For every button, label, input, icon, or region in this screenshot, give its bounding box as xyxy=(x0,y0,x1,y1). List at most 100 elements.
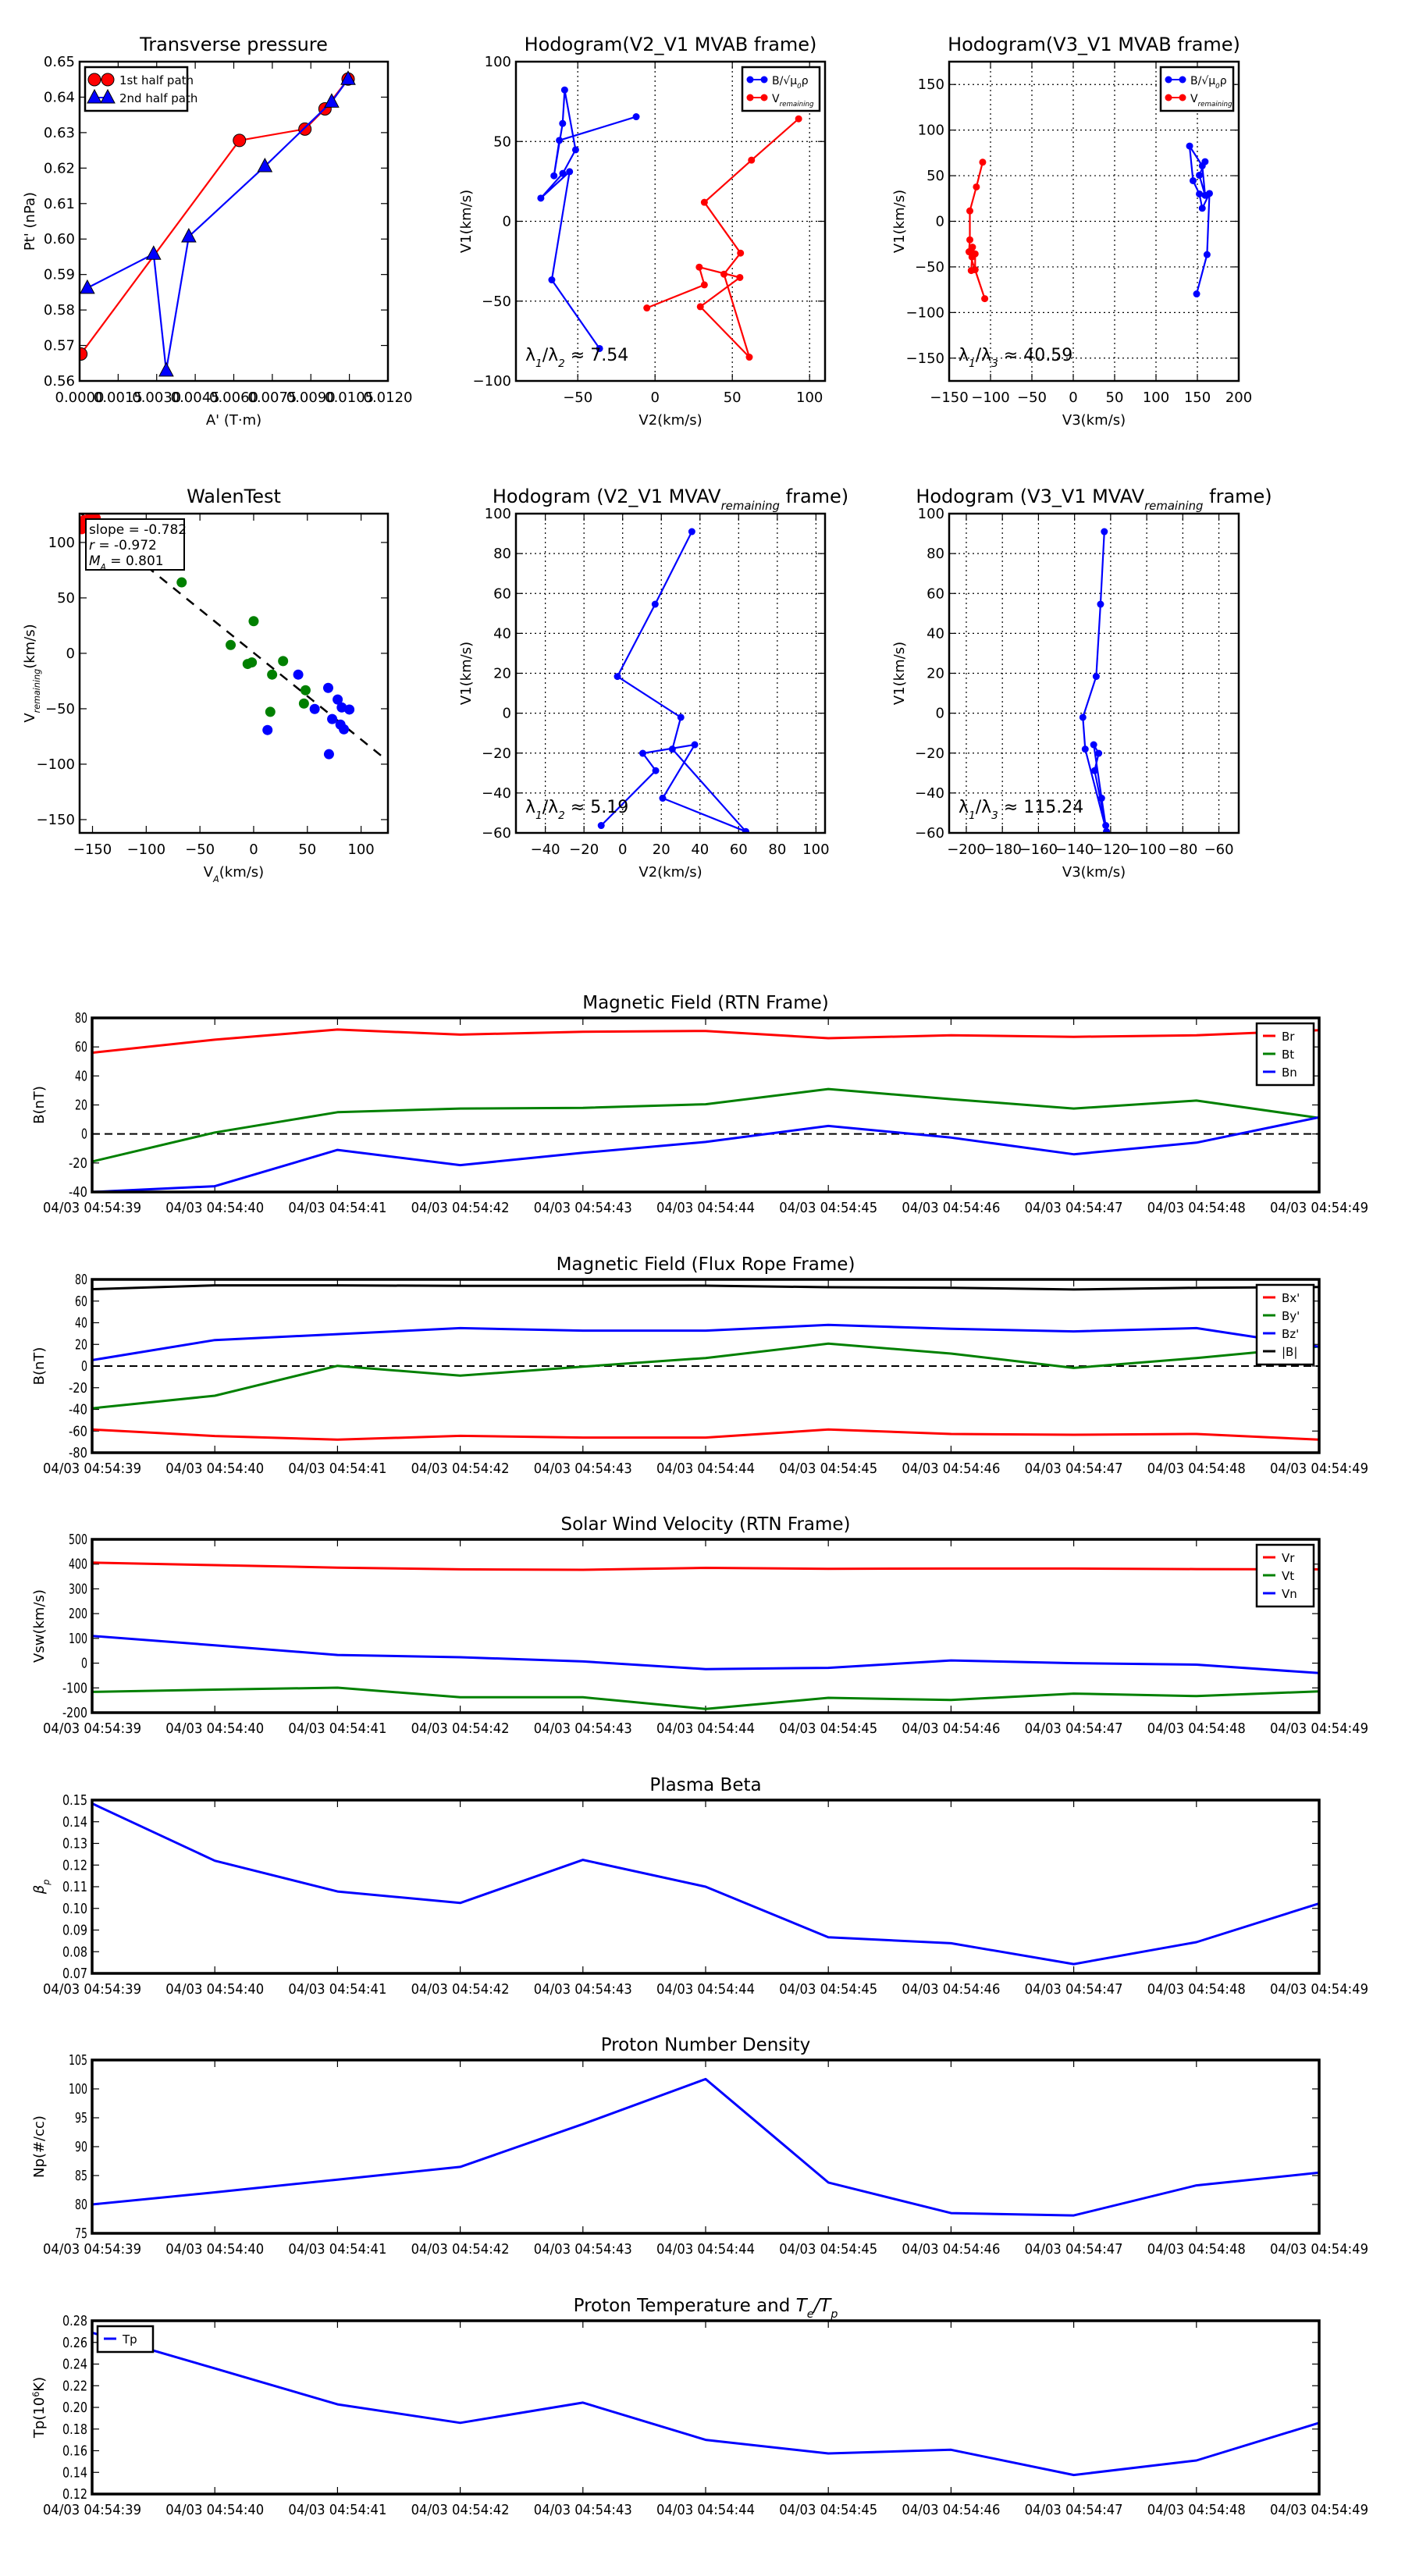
chart-panel: 04/03 04:54:39 04/03 04:54:40 04/03 04:54:… xyxy=(31,2035,1368,2258)
series-line-1 xyxy=(92,1342,1319,1410)
data-point xyxy=(1090,767,1098,774)
chart-title: WalenTest xyxy=(187,486,281,507)
plot-area xyxy=(597,528,749,833)
data-point xyxy=(969,244,976,251)
eigenvalue-ratio-label: λ1/λ3 ≈ 115.24 xyxy=(959,798,1083,822)
text-segment: 0 xyxy=(797,83,802,91)
x-tick-label: 20 xyxy=(653,841,670,858)
text-segment: A xyxy=(100,563,106,572)
x-tick-label: −100 xyxy=(1127,841,1165,858)
legend-label: Tp xyxy=(122,2332,137,2347)
data-point xyxy=(596,344,603,352)
data-point xyxy=(1198,162,1206,169)
series-line-0 xyxy=(92,1802,1319,1966)
text-segment: T xyxy=(796,2296,809,2316)
x-tick-label: 50 xyxy=(1106,390,1124,406)
data-point xyxy=(537,194,545,202)
y-tick-label: 0.16 xyxy=(62,2443,87,2460)
data-point xyxy=(293,669,304,680)
y-tick-label: 0.57 xyxy=(44,338,75,354)
legend: B/√μ0ρ Vremaining xyxy=(741,66,821,112)
data-point xyxy=(80,524,87,535)
y-tick-label: 0.07 xyxy=(62,1966,87,1982)
data-point xyxy=(226,639,237,650)
data-point xyxy=(643,304,651,312)
y-tick-label: 0.10 xyxy=(62,1901,87,1917)
legend-item: Vremaining xyxy=(746,93,814,109)
series-line-1 xyxy=(87,78,349,372)
series-line-0 xyxy=(539,89,637,350)
y-tick-label: 105 xyxy=(69,2052,87,2069)
text-segment: remaining xyxy=(1144,499,1203,513)
data-point xyxy=(1101,528,1108,535)
data-point xyxy=(309,703,320,714)
x-tick-label: 04/03 04:54:49 xyxy=(1270,2241,1368,2258)
data-point xyxy=(339,724,350,735)
text-segment: frame) xyxy=(1204,486,1272,507)
chart-title: Proton Number Density xyxy=(601,2035,811,2055)
x-tick-label: 04/03 04:54:42 xyxy=(411,2502,510,2518)
text-segment: 2 xyxy=(558,809,565,822)
axes-frame xyxy=(91,2058,1321,2235)
chart-panel: 04/03 04:54:39 04/03 04:54:40 04/03 04:54:… xyxy=(31,1775,1368,1998)
x-tick-label: 04/03 04:54:45 xyxy=(779,1720,877,1737)
y-axis-label: Pt' (nPa) xyxy=(22,192,38,251)
x-tick-label: 04/03 04:54:39 xyxy=(43,1200,141,1216)
y-tick-label: −100 xyxy=(906,304,944,321)
y-tick-label: 50 xyxy=(927,168,944,184)
x-tick-label: 0.0120 xyxy=(364,390,413,406)
y-tick-label: 60 xyxy=(75,1039,87,1055)
legend: Bx' By' Bz' |B| xyxy=(1255,1283,1315,1366)
data-point xyxy=(550,172,558,180)
y-tick-label: 0.18 xyxy=(62,2421,87,2438)
data-point xyxy=(742,827,749,833)
data-point xyxy=(556,137,564,144)
data-point xyxy=(737,249,745,257)
data-point xyxy=(1103,827,1111,833)
x-tick-label: 04/03 04:54:46 xyxy=(902,1720,1000,1737)
legend-label: B/√μ0ρ xyxy=(772,75,809,91)
y-tick-label: 40 xyxy=(75,1315,87,1332)
legend-label: Bx' xyxy=(1282,1291,1300,1305)
legend-item: Bx' xyxy=(1263,1291,1300,1305)
x-tick-label: 04/03 04:54:49 xyxy=(1270,1461,1368,1477)
x-tick-label: 04/03 04:54:43 xyxy=(534,2502,632,2518)
text-segment: V xyxy=(1190,93,1198,105)
legend-frame xyxy=(741,66,821,112)
chart-title: Solar Wind Velocity (RTN Frame) xyxy=(560,1514,850,1535)
chart-panel: 04/03 04:54:39 04/03 04:54:40 04/03 04:54:… xyxy=(31,1514,1368,1737)
legend-marker xyxy=(746,94,754,101)
y-tick-label: −100 xyxy=(473,373,511,390)
chart-panel: −150 −100 −50 0 50 100 150 200−150−100−50050100… xyxy=(891,34,1252,429)
y-axis-label: Np(#/cc) xyxy=(31,2115,48,2178)
chart-title: Transverse pressure xyxy=(139,34,328,55)
x-tick-label: 04/03 04:54:40 xyxy=(165,1200,264,1216)
chart-title: Proton Temperature and Te/Tp xyxy=(574,2296,838,2321)
data-point xyxy=(979,158,987,166)
legend-item: Tp xyxy=(104,2332,137,2347)
x-tick-label: 04/03 04:54:47 xyxy=(1025,2502,1123,2518)
x-tick-label: 04/03 04:54:48 xyxy=(1147,1200,1246,1216)
x-tick-label: 04/03 04:54:43 xyxy=(534,1720,632,1737)
legend-item: Bz' xyxy=(1263,1327,1299,1341)
x-tick-label: 04/03 04:54:44 xyxy=(656,1200,755,1216)
x-tick-label: 0.0000 xyxy=(55,390,105,406)
data-point xyxy=(344,704,355,715)
x-tick-label: 04/03 04:54:46 xyxy=(902,2241,1000,2258)
x-tick-label: −80 xyxy=(1168,841,1197,858)
x-tick-label: 0 xyxy=(1069,390,1077,406)
x-tick-label: −50 xyxy=(1017,390,1047,406)
legend-marker xyxy=(1165,76,1172,84)
y-tick-label: 0.28 xyxy=(62,2313,87,2329)
y-tick-label: 100 xyxy=(485,506,511,522)
y-tick-label: 100 xyxy=(485,54,511,70)
y-tick-label: 80 xyxy=(75,1272,87,1288)
text-segment: / xyxy=(813,2296,822,2316)
x-tick-label: 04/03 04:54:40 xyxy=(165,2502,264,2518)
y-tick-label: 500 xyxy=(69,1532,87,1548)
y-tick-label: 0.65 xyxy=(44,54,75,70)
series-line-0 xyxy=(92,1561,1319,1571)
data-point xyxy=(1196,171,1204,179)
data-point xyxy=(1193,290,1200,298)
